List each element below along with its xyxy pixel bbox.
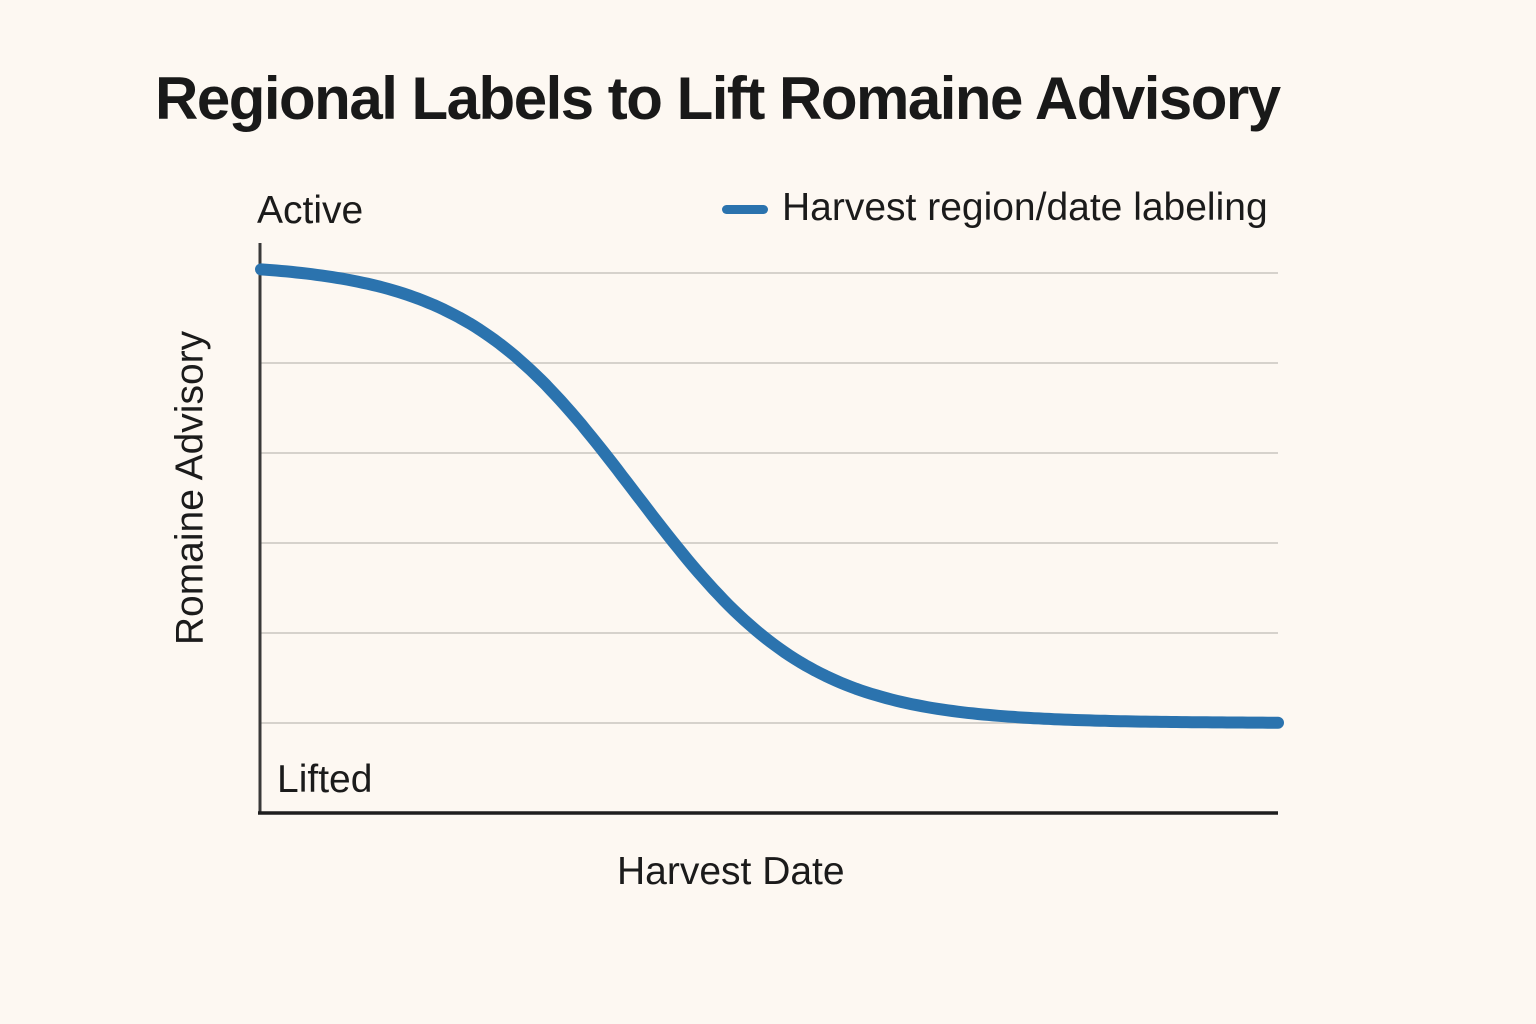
x-axis-title: Harvest Date [617,850,845,893]
legend-series-label: Harvest region/date labeling [782,186,1268,229]
y-axis-title: Romaine Advisory [168,330,212,646]
legend: Harvest region/date labeling [722,188,1268,227]
series-line [255,263,1284,729]
y-axis-top-label: Active [257,189,364,232]
chart-title: Regional Labels to Lift Romaine Advisory [155,65,1281,132]
y-axis-bottom-label: Lifted [277,758,373,801]
gridlines [260,272,1278,724]
legend-line-swatch [722,205,768,214]
axis-spines [258,243,1278,815]
